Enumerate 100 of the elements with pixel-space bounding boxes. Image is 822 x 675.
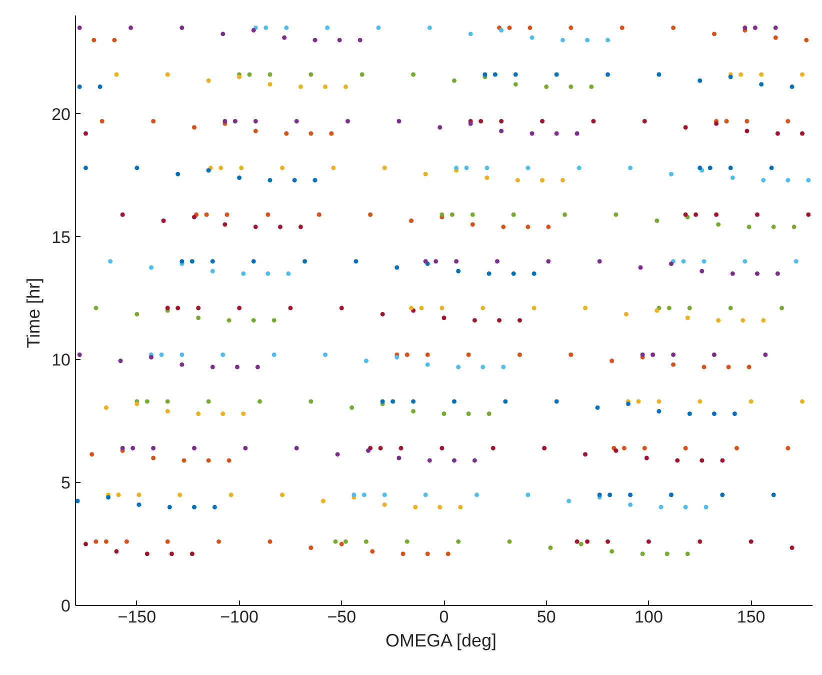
point bbox=[554, 72, 559, 77]
point bbox=[278, 224, 282, 230]
point bbox=[130, 446, 136, 450]
point bbox=[748, 399, 754, 404]
point bbox=[210, 259, 215, 264]
point bbox=[251, 28, 256, 32]
point bbox=[440, 212, 444, 217]
point bbox=[292, 178, 297, 182]
point bbox=[554, 131, 559, 136]
point bbox=[180, 259, 184, 264]
point bbox=[192, 504, 196, 510]
point bbox=[470, 212, 475, 217]
point bbox=[120, 212, 125, 217]
point bbox=[775, 271, 780, 276]
point bbox=[532, 271, 536, 276]
point bbox=[790, 84, 794, 90]
point bbox=[165, 399, 170, 404]
point bbox=[698, 399, 702, 404]
x-tick-label: 150 bbox=[736, 608, 766, 626]
point bbox=[806, 178, 811, 182]
point bbox=[176, 172, 180, 176]
point bbox=[771, 224, 776, 230]
point bbox=[472, 458, 477, 463]
point bbox=[685, 316, 690, 320]
point bbox=[464, 166, 469, 170]
point bbox=[222, 222, 228, 227]
point bbox=[264, 26, 268, 30]
point bbox=[668, 492, 674, 498]
point bbox=[704, 504, 708, 510]
point bbox=[243, 446, 248, 450]
point bbox=[272, 352, 276, 357]
point bbox=[169, 552, 174, 556]
point bbox=[554, 399, 559, 404]
point bbox=[492, 72, 498, 77]
point bbox=[738, 72, 744, 77]
point bbox=[790, 545, 794, 550]
point bbox=[144, 399, 150, 404]
point bbox=[268, 178, 272, 182]
point bbox=[730, 271, 735, 276]
point bbox=[294, 118, 299, 124]
point bbox=[730, 176, 735, 180]
point bbox=[196, 306, 201, 310]
point bbox=[440, 306, 444, 310]
point bbox=[656, 409, 662, 414]
point bbox=[771, 492, 776, 498]
point bbox=[728, 306, 733, 310]
point bbox=[247, 72, 252, 77]
point bbox=[237, 306, 242, 310]
point bbox=[562, 212, 568, 217]
point bbox=[94, 306, 98, 310]
point bbox=[526, 492, 530, 498]
point bbox=[266, 271, 270, 276]
point bbox=[302, 259, 308, 264]
point bbox=[196, 316, 201, 320]
point bbox=[83, 542, 88, 546]
point bbox=[486, 412, 492, 416]
point bbox=[754, 212, 760, 217]
point bbox=[595, 405, 600, 410]
point bbox=[606, 539, 610, 544]
point bbox=[411, 409, 416, 414]
point bbox=[382, 166, 387, 170]
point bbox=[664, 552, 670, 556]
point bbox=[712, 412, 716, 416]
point bbox=[425, 362, 430, 367]
point bbox=[583, 306, 588, 310]
point bbox=[748, 539, 754, 544]
point bbox=[714, 212, 719, 217]
point bbox=[241, 271, 246, 276]
point bbox=[77, 352, 82, 357]
point bbox=[728, 166, 733, 170]
point bbox=[237, 176, 242, 180]
point bbox=[499, 118, 504, 124]
point bbox=[478, 118, 484, 124]
point bbox=[454, 259, 459, 264]
point bbox=[530, 35, 534, 40]
point bbox=[654, 218, 660, 224]
point bbox=[685, 552, 690, 556]
point bbox=[800, 131, 805, 136]
y-axis-title: Time [hr] bbox=[24, 278, 44, 348]
point bbox=[77, 84, 82, 90]
point bbox=[212, 504, 217, 510]
point bbox=[167, 504, 172, 510]
point bbox=[671, 352, 676, 357]
point bbox=[608, 492, 612, 498]
point bbox=[220, 352, 226, 357]
point bbox=[640, 352, 645, 357]
point bbox=[646, 539, 651, 544]
point bbox=[694, 212, 698, 217]
point bbox=[108, 259, 113, 264]
point bbox=[136, 502, 142, 507]
point bbox=[494, 259, 500, 264]
point bbox=[83, 131, 88, 136]
point bbox=[378, 446, 383, 450]
point bbox=[542, 446, 547, 450]
point bbox=[761, 318, 766, 323]
point bbox=[98, 84, 102, 90]
point bbox=[794, 259, 798, 264]
point bbox=[606, 38, 610, 42]
point bbox=[280, 492, 285, 498]
point bbox=[308, 399, 314, 404]
